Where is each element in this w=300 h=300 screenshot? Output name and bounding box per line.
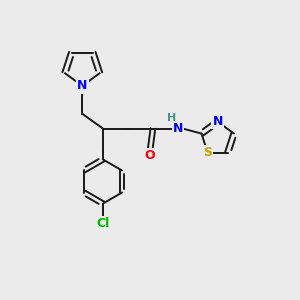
Text: N: N: [212, 115, 223, 128]
Text: H: H: [167, 113, 176, 123]
Text: Cl: Cl: [96, 217, 110, 230]
Text: N: N: [77, 79, 88, 92]
Text: N: N: [173, 122, 183, 135]
Text: S: S: [203, 146, 212, 159]
Text: O: O: [145, 149, 155, 162]
